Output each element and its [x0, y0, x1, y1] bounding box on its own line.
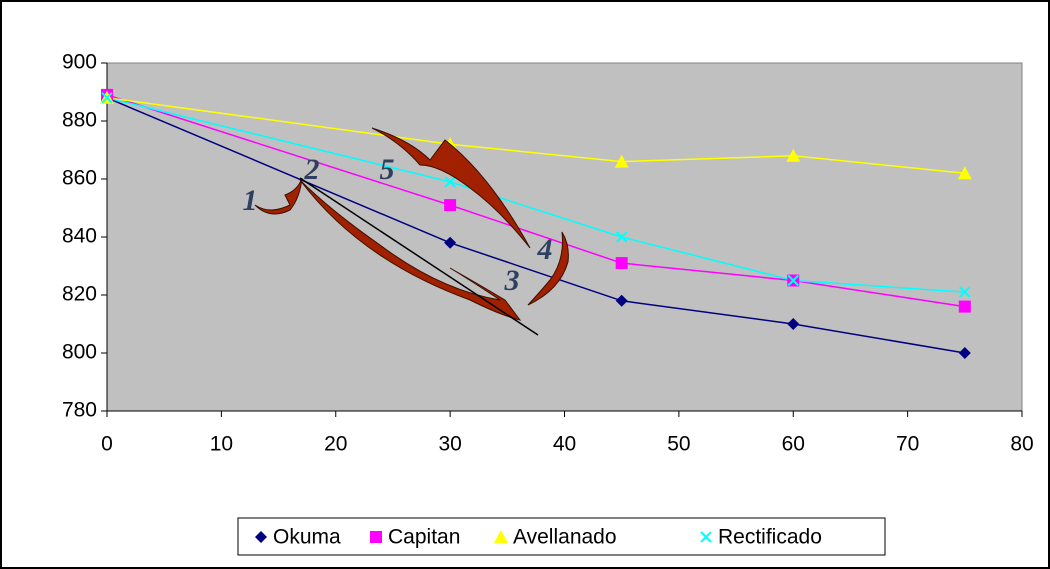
legend-label: Okuma — [273, 526, 341, 549]
x-tick-label: 40 — [553, 433, 576, 456]
annotation: 3 — [504, 264, 520, 297]
x-tick-label: 70 — [896, 433, 919, 456]
y-tick-label: 880 — [62, 109, 97, 132]
marker — [616, 257, 628, 269]
legend-label: Rectificado — [718, 526, 822, 549]
x-tick-label: 60 — [782, 433, 805, 456]
x-tick-label: 0 — [101, 433, 113, 456]
y-tick-label: 840 — [62, 225, 97, 248]
legend-label: Avellanado — [513, 526, 617, 549]
y-tick-label: 900 — [62, 51, 97, 74]
x-tick-label: 20 — [324, 433, 347, 456]
x-tick-label: 10 — [210, 433, 233, 456]
x-tick-label: 80 — [1010, 433, 1033, 456]
y-tick-label: 800 — [62, 341, 97, 364]
marker — [444, 199, 456, 211]
annotation: 1 — [243, 184, 258, 217]
annotation: 2 — [304, 153, 320, 186]
y-tick-label: 780 — [62, 399, 97, 422]
marker — [370, 531, 382, 543]
annotation: 5 — [380, 153, 395, 186]
x-tick-label: 30 — [438, 433, 461, 456]
chart: 780 800 820 840 860 880 900 0 10 20 30 40 50 60 70 80 Ok… — [0, 0, 1050, 569]
y-tick-label: 860 — [62, 167, 97, 190]
y-tick-label: 820 — [62, 283, 97, 306]
annotation: 4 — [537, 233, 553, 266]
marker — [959, 301, 971, 313]
legend-label: Capitan — [388, 526, 460, 549]
x-tick-label: 50 — [667, 433, 690, 456]
